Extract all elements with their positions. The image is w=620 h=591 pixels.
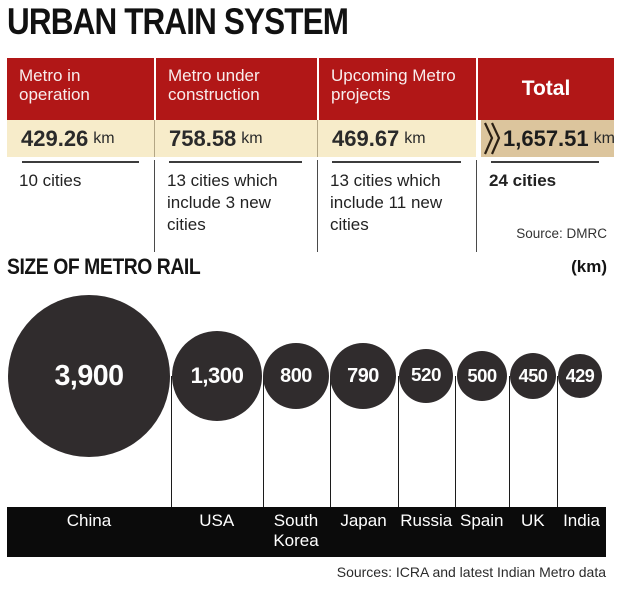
value-number: 1,657.51 — [503, 125, 589, 151]
bar-label-china: China — [66, 511, 112, 530]
value-unit: km — [241, 129, 263, 147]
value-number: 469.67 — [332, 125, 400, 151]
header-upcoming-metro-projects: Upcoming Metro projects — [317, 58, 476, 120]
leader-line — [171, 376, 172, 507]
bubble-china: 3,900 — [8, 295, 170, 457]
column-rule — [491, 161, 599, 163]
bubble-russia: 520 — [399, 349, 453, 403]
bar-label-india: India — [563, 511, 600, 530]
table-cities-row: 10 cities 13 cities which include 3 new … — [7, 160, 614, 252]
bubble-usa: 1,300 — [172, 331, 262, 421]
bar-label-uk: UK — [520, 511, 545, 530]
chart-source: Sources: ICRA and latest Indian Metro da… — [336, 564, 606, 580]
cities-metro-in-operation: 10 cities — [19, 171, 82, 190]
table-rules-row — [7, 161, 614, 163]
bubble-spain: 500 — [457, 351, 507, 401]
value-metro-in-operation: 429.26 km — [7, 120, 154, 157]
header-metro-under-construction: Metro under construction — [154, 58, 317, 120]
bubble-uk: 450 — [510, 353, 556, 399]
column-rule — [169, 161, 302, 163]
column-rule — [332, 161, 461, 163]
value-number: 429.26 — [21, 125, 89, 151]
leader-line — [330, 376, 331, 507]
break-chevron-icon — [483, 122, 501, 155]
table-header-row: Metro in operation Metro under construct… — [7, 58, 614, 120]
header-metro-in-operation: Metro in operation — [7, 58, 154, 120]
header-total: Total — [476, 58, 614, 120]
cities-metro-under-construction: 13 cities which include 3 new cities — [154, 160, 317, 252]
chart-unit-label: (km) — [571, 257, 607, 276]
cities-upcoming-metro-projects: 13 cities which include 11 new cities — [317, 160, 476, 252]
leader-line — [263, 376, 264, 507]
value-unit: km — [593, 129, 615, 147]
leader-line — [455, 376, 456, 507]
chart-title: SIZE OF METRO RAIL — [7, 254, 201, 279]
country-bar: China USA South Korea Japan Russia Spain UK Ind… — [7, 507, 606, 557]
leader-line — [557, 376, 558, 507]
bar-label-russia: Russia — [400, 511, 453, 530]
bubble-japan: 790 — [330, 343, 396, 409]
bar-label-usa: USA — [199, 511, 235, 530]
value-number: 758.58 — [169, 125, 237, 151]
bubble-south-korea: 800 — [263, 343, 329, 409]
cities-total: 24 cities — [476, 160, 614, 252]
table-values-row: 429.26 km 758.58 km 469.67 km 1,657.51 k… — [7, 120, 615, 157]
value-unit: km — [404, 129, 426, 147]
bar-label-spain: Spain — [460, 511, 504, 530]
bubble-india: 429 — [558, 354, 602, 398]
value-metro-under-construction: 758.58 km — [154, 120, 317, 157]
column-rule — [22, 161, 139, 163]
bar-label-south-korea: South Korea — [273, 511, 319, 550]
value-total: 1,657.51 km — [476, 120, 615, 157]
table-source: Source: DMRC — [516, 226, 607, 241]
leader-line — [398, 376, 399, 507]
leader-line — [509, 376, 510, 507]
page-title: URBAN TRAIN SYSTEM — [7, 1, 349, 42]
bar-label-japan: Japan — [340, 511, 387, 530]
value-unit: km — [93, 129, 115, 147]
value-upcoming-metro-projects: 469.67 km — [317, 120, 476, 157]
